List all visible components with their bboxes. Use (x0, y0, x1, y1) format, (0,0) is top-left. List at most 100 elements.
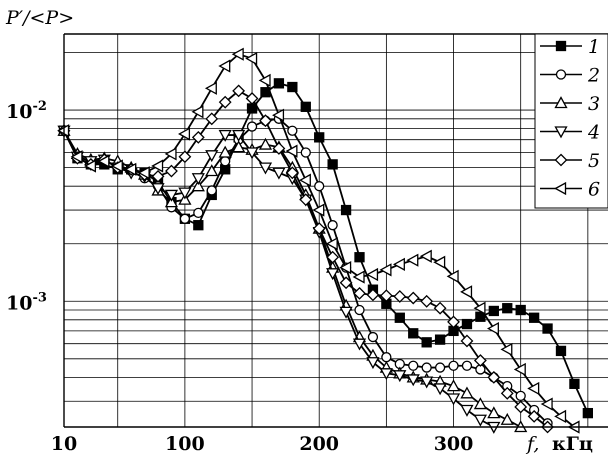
series-4-point (258, 162, 273, 175)
series-2-point (193, 207, 204, 219)
series-2-point (206, 185, 217, 196)
series-5-point (500, 386, 514, 400)
series-6-point (137, 166, 150, 180)
series-6-point (151, 159, 164, 173)
y-tick-label: 10-2 (6, 99, 47, 123)
legend-label: 5 (588, 150, 600, 172)
x-axis-label-unit: кГц (552, 433, 593, 455)
series-2-point (287, 125, 298, 136)
axes (63, 33, 608, 428)
series-2-point (515, 390, 526, 402)
series-5-point (339, 276, 353, 290)
legend-marker (554, 96, 568, 109)
series-4-point (245, 147, 259, 160)
legend-item-2: 2 (540, 65, 600, 87)
series-1-point (461, 318, 473, 330)
x-tick-label: 300 (434, 433, 474, 455)
series-4-point (379, 368, 393, 381)
y-tick-label: 10-3 (6, 290, 47, 314)
series-1-point (354, 252, 365, 263)
series-1-point (555, 345, 567, 357)
legend-item-3: 3 (540, 93, 600, 115)
series-2-point (461, 360, 473, 371)
series-3-point (487, 406, 501, 419)
series-5-point (285, 166, 299, 180)
series-6-point (272, 108, 285, 122)
grid (64, 34, 608, 427)
series-6-point (460, 285, 473, 299)
series-5-point (406, 291, 420, 305)
series-1-point (528, 312, 540, 323)
series-4-point (191, 173, 205, 186)
series-1-point (314, 132, 325, 143)
series-5-point (366, 288, 380, 302)
series-5-point (326, 250, 340, 264)
legend-item-1: 1 (540, 36, 600, 58)
series-5-point (393, 290, 407, 303)
series-5-point (205, 112, 219, 126)
series-4-point (178, 187, 192, 200)
series-4-point (420, 376, 434, 389)
series-5-point (218, 95, 232, 109)
series-1-point (273, 78, 285, 89)
series-5-point (379, 289, 393, 303)
series-6-point (164, 147, 177, 161)
series-6-point (110, 159, 123, 173)
series-6-point (433, 255, 446, 269)
series-4-point (218, 129, 232, 142)
series-6-point (204, 81, 217, 95)
tick-labels: 10 100 200 300 10-2 10-3 (6, 99, 473, 455)
series-1-point (340, 204, 352, 216)
series-3-point (500, 412, 514, 425)
series-2-point (300, 147, 311, 158)
series-3-point (218, 145, 232, 158)
series-1-point (502, 303, 513, 314)
legend-marker (555, 40, 567, 52)
legend-item-4: 4 (540, 122, 600, 144)
legend-label: 4 (587, 122, 600, 144)
series-5-point (527, 409, 541, 423)
series-5-point (353, 286, 366, 300)
series-1-point (408, 328, 419, 339)
series-6-point (366, 267, 379, 282)
series-2-point (314, 181, 325, 192)
x-tick-label: 10 (51, 433, 77, 455)
series-4-point (473, 414, 487, 427)
series-6-point (298, 173, 311, 187)
series-6-point (540, 397, 553, 411)
series-5-point (312, 222, 326, 236)
series-6-point (124, 162, 137, 176)
series-6-point (554, 409, 567, 423)
series-5-point (151, 169, 165, 183)
series-4-point (393, 370, 407, 383)
series-6-point (84, 159, 97, 173)
series-1-point (569, 378, 580, 389)
series-1-point (542, 323, 553, 334)
legend-label: 6 (588, 179, 600, 201)
legend-marker (554, 181, 567, 196)
series-6-point (191, 105, 204, 119)
series-6-point (486, 321, 499, 336)
series-6-point (312, 203, 325, 217)
series-2-point (381, 352, 392, 363)
series-4-point (272, 167, 286, 180)
series-2-point (354, 304, 365, 316)
series-3-point (232, 140, 246, 153)
series-2-point (448, 360, 459, 371)
series-5-point (272, 142, 286, 155)
series-2-point (421, 362, 432, 373)
series-6-point (70, 150, 83, 164)
series-6-point (500, 342, 513, 357)
legend: 1 2 3 4 5 6 (534, 33, 608, 209)
series-6-point (406, 253, 419, 267)
series-2-point (179, 213, 191, 224)
series-3-point (473, 397, 487, 410)
legend-label: 3 (588, 93, 600, 115)
legend-marker (554, 126, 568, 139)
series-6-point (258, 73, 271, 87)
series-1-point (488, 305, 499, 317)
x-tick-label: 200 (299, 433, 339, 455)
legend-box (534, 33, 608, 209)
series-layer (57, 47, 594, 434)
series-2-point (434, 362, 446, 373)
